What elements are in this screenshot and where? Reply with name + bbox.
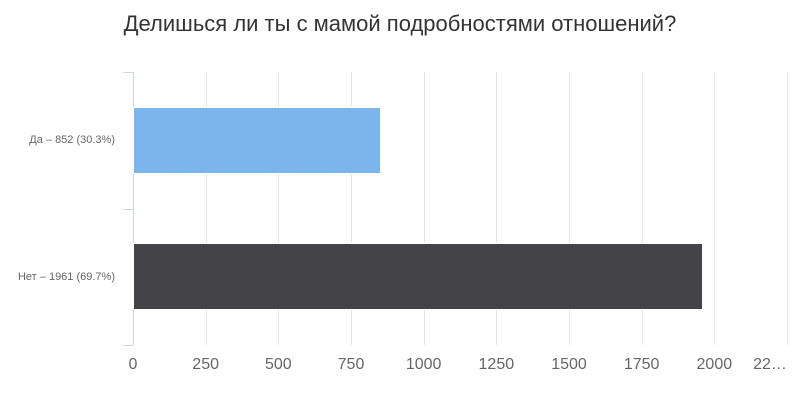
gridline [787, 72, 788, 345]
x-axis-label: 750 [337, 356, 365, 373]
x-axis-label: 22… [753, 356, 787, 373]
bar-no[interactable] [133, 243, 703, 311]
category-axis-line [133, 72, 134, 345]
x-axis-label: 1500 [551, 356, 587, 373]
x-axis-label: 1250 [478, 356, 515, 373]
x-axis-label: 2000 [696, 356, 733, 373]
x-axis-label: 500 [264, 356, 292, 373]
category-label: Нет – 1961 (69.7%) [17, 270, 115, 283]
gridline [278, 72, 280, 345]
gridline [496, 72, 498, 345]
category-axis-tick [123, 209, 133, 210]
category-axis-tick [123, 345, 133, 346]
gridline [423, 72, 425, 345]
gridline [641, 72, 643, 345]
x-axis-label: 250 [192, 356, 220, 373]
bar-yes[interactable] [133, 106, 381, 174]
category-label: Да – 852 (30.3%) [29, 134, 115, 147]
gridline [714, 72, 716, 345]
gridline [205, 72, 207, 345]
category-axis-tick [123, 72, 133, 73]
x-axis-label: 1000 [405, 356, 442, 373]
x-axis-label: 0 [128, 356, 138, 373]
chart-title: Делишься ли ты с мамой подробностями отн… [123, 11, 677, 36]
gridline [351, 72, 352, 345]
plot-area [123, 72, 788, 346]
x-axis-label: 1750 [623, 356, 660, 373]
gridline [569, 72, 570, 345]
